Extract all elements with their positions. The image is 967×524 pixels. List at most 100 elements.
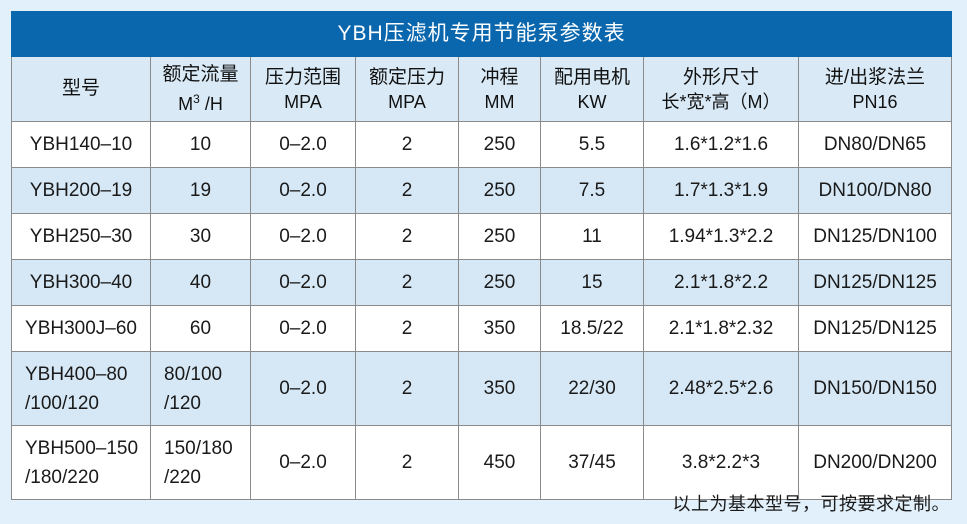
- table-head: YBH压滤机专用节能泵参数表 型号 额定流量 M3 /H 压力范围 MPA: [10, 11, 953, 122]
- column-header-pressure-range-unit: MPA: [284, 91, 322, 112]
- cell-pressure-range: 0–2.0: [250, 351, 356, 426]
- dimensions-value: 2.1*1.8*2.32: [668, 317, 774, 339]
- cell-pressure-range: 0–2.0: [250, 213, 356, 260]
- motor-value: 37/45: [568, 451, 616, 473]
- cell-dimensions: 2.48*2.5*2.6: [643, 351, 799, 426]
- cell-flow: 80/100 /120: [150, 351, 251, 426]
- flow-value: 10: [189, 133, 212, 155]
- header-row: 型号 额定流量 M3 /H 压力范围 MPA 额定压力 MPA: [11, 56, 953, 122]
- cell-dimensions: 1.94*1.3*2.2: [643, 213, 799, 260]
- cell-flange: DN100/DN80: [797, 167, 953, 214]
- column-header-stroke: 冲程 MM: [458, 56, 541, 122]
- flow-line-1: 150/180: [164, 437, 233, 459]
- rated-pressure-value: 2: [401, 225, 413, 247]
- dimensions-value: 1.94*1.3*2.2: [668, 225, 774, 247]
- model-line-2: /100/120: [25, 392, 99, 414]
- cell-pressure-range: 0–2.0: [250, 121, 356, 168]
- column-header-stroke-unit: MM: [484, 91, 515, 112]
- page-title: YBH压滤机专用节能泵参数表: [337, 22, 626, 45]
- cell-model: YBH300–40: [11, 259, 151, 306]
- cell-model: YBH250–30: [11, 213, 151, 260]
- motor-value: 18.5/22: [560, 317, 624, 339]
- column-header-flow-label: 额定流量: [162, 64, 239, 85]
- column-header-model-label: 型号: [61, 78, 100, 99]
- table-row: YBH500–150 /180/220 150/180 /220 0–2.0 2…: [11, 425, 953, 500]
- flow-value: 40: [189, 271, 212, 293]
- column-header-motor-label: 配用电机: [553, 66, 630, 88]
- motor-value: 5.5: [578, 133, 606, 155]
- cell-rated-pressure: 2: [355, 167, 459, 214]
- cell-model: YBH140–10: [11, 121, 151, 168]
- cell-pressure-range: 0–2.0: [250, 425, 356, 500]
- cell-rated-pressure: 2: [355, 305, 459, 352]
- motor-value: 15: [581, 271, 603, 293]
- column-header-flange-label: 进/出浆法兰: [824, 66, 926, 88]
- motor-value: 11: [582, 225, 602, 247]
- rated-pressure-value: 2: [401, 317, 413, 339]
- stroke-value: 250: [483, 271, 516, 293]
- rated-pressure-value: 2: [401, 451, 413, 473]
- cell-motor: 15: [540, 259, 644, 306]
- rated-pressure-value: 2: [401, 179, 413, 201]
- column-header-pressure-range: 压力范围 MPA: [250, 56, 356, 122]
- stroke-value: 250: [483, 133, 516, 155]
- cell-motor: 7.5: [540, 167, 644, 214]
- cell-dimensions: 1.6*1.2*1.6: [643, 121, 799, 168]
- cell-flange: DN200/DN200: [797, 425, 953, 500]
- cell-pressure-range: 0–2.0: [250, 259, 356, 306]
- motor-value: 22/30: [568, 377, 616, 399]
- cell-flow: 150/180 /220: [150, 425, 251, 500]
- model-line-2: /180/220: [25, 466, 99, 488]
- cell-model: YBH400–80 /100/120: [11, 351, 151, 426]
- motor-value: 7.5: [578, 179, 606, 201]
- column-header-flow-unit: M3 /H: [178, 92, 223, 114]
- dimensions-value: 2.48*2.5*2.6: [668, 377, 774, 399]
- cell-dimensions: 2.1*1.8*2.2: [643, 259, 799, 306]
- stroke-value: 350: [483, 317, 516, 339]
- table-row: YBH300J–60 60 0–2.0 2 350 18.5/22 2.1*1.…: [11, 305, 953, 352]
- table-title-cell: YBH压滤机专用节能泵参数表: [10, 11, 953, 57]
- model-line-1: YBH500–150: [25, 437, 139, 459]
- model-value: YBH300–40: [29, 271, 133, 293]
- table-body: YBH140–10 10 0–2.0 2 250 5.5 1.6*1.2*1.6…: [11, 121, 953, 500]
- pump-parameter-table: YBH压滤机专用节能泵参数表 型号 额定流量 M3 /H 压力范围 MPA: [10, 11, 953, 500]
- column-header-pressure-range-label: 压力范围: [264, 66, 341, 88]
- cell-flow: 30: [150, 213, 251, 260]
- cell-pressure-range: 0–2.0: [250, 167, 356, 214]
- column-header-dimensions-label: 外形尺寸: [682, 66, 759, 88]
- cell-stroke: 350: [458, 351, 541, 426]
- cell-rated-pressure: 2: [355, 259, 459, 306]
- cell-dimensions: 3.8*2.2*3: [643, 425, 799, 500]
- cell-pressure-range: 0–2.0: [250, 305, 356, 352]
- pressure-range-value: 0–2.0: [279, 377, 327, 399]
- pressure-range-value: 0–2.0: [279, 179, 327, 201]
- stroke-value: 250: [483, 225, 516, 247]
- cell-flange: DN125/DN125: [797, 305, 953, 352]
- pressure-range-value: 0–2.0: [279, 317, 327, 339]
- cell-motor: 37/45: [540, 425, 644, 500]
- column-header-rated-pressure: 额定压力 MPA: [355, 56, 459, 122]
- stroke-value: 450: [483, 451, 516, 473]
- column-header-rated-pressure-unit: MPA: [388, 91, 426, 112]
- cell-rated-pressure: 2: [355, 351, 459, 426]
- rated-pressure-value: 2: [401, 271, 413, 293]
- column-header-flow: 额定流量 M3 /H: [150, 56, 251, 122]
- stroke-value: 350: [483, 377, 516, 399]
- table-container: YBH压滤机专用节能泵参数表 型号 额定流量 M3 /H 压力范围 MPA: [10, 11, 953, 500]
- table-row: YBH400–80 /100/120 80/100 /120 0–2.0 2 3…: [11, 351, 953, 426]
- cell-stroke: 350: [458, 305, 541, 352]
- column-header-flange: 进/出浆法兰 PN16: [797, 56, 953, 122]
- column-header-motor: 配用电机 KW: [540, 56, 644, 122]
- cell-rated-pressure: 2: [355, 121, 459, 168]
- dimensions-value: 1.7*1.3*1.9: [673, 179, 769, 201]
- stroke-value: 250: [483, 179, 516, 201]
- dimensions-value: 3.8*2.2*3: [681, 451, 761, 473]
- pressure-range-value: 0–2.0: [279, 451, 327, 473]
- model-value: YBH200–19: [29, 179, 133, 201]
- cell-dimensions: 1.7*1.3*1.9: [643, 167, 799, 214]
- flange-value: DN80/DN65: [823, 133, 927, 155]
- flange-value: DN200/DN200: [813, 451, 937, 473]
- model-value-multiline: YBH500–150 /180/220: [12, 434, 150, 492]
- flow-value-multiline: 150/180 /220: [151, 434, 250, 492]
- cell-stroke: 250: [458, 213, 541, 260]
